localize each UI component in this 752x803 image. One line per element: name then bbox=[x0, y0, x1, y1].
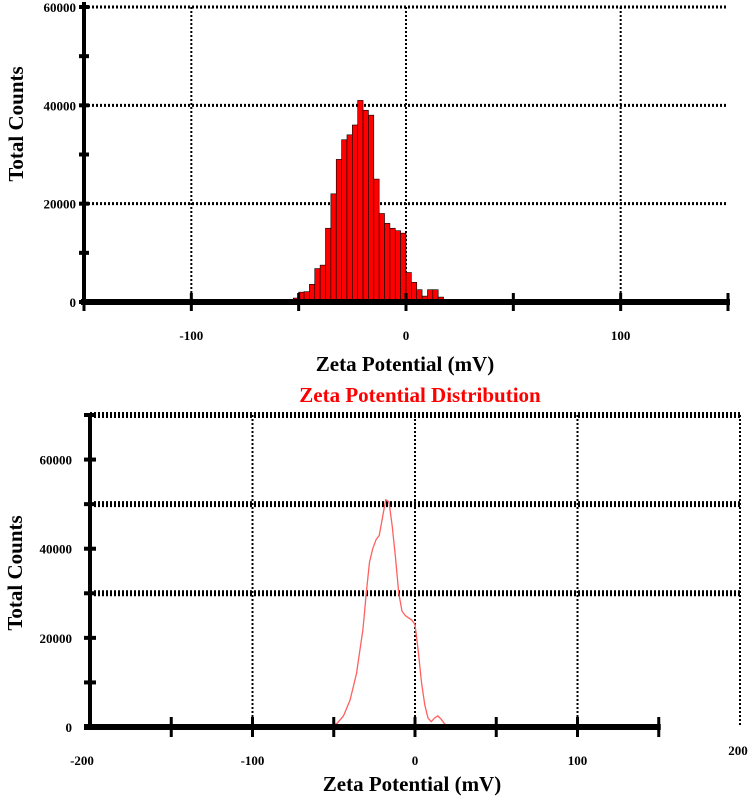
y-axis-label: Total Counts bbox=[3, 515, 27, 630]
y-tick-label: 40000 bbox=[40, 542, 73, 557]
y-tick-label: 60000 bbox=[44, 0, 77, 15]
zeta-distribution-line bbox=[171, 498, 659, 728]
x-tick-label: 100 bbox=[611, 328, 631, 343]
y-tick-label: 20000 bbox=[44, 197, 77, 212]
histogram-chart: 0 20000 40000 60000 -100 0 100 Zeta Potential (… bbox=[4, 0, 730, 376]
x-tick-label: -100 bbox=[241, 753, 265, 768]
x-tick-label: 0 bbox=[412, 753, 419, 768]
y-tick-label: 0 bbox=[70, 295, 77, 310]
x-tick-label: -100 bbox=[179, 328, 203, 343]
y-tick-label: 0 bbox=[66, 720, 73, 735]
x-tick-label: 100 bbox=[568, 753, 588, 768]
y-tick-label: 60000 bbox=[40, 453, 73, 468]
chart-title: Zeta Potential Distribution bbox=[299, 383, 541, 407]
x-axis-label: Zeta Potential (mV) bbox=[316, 352, 494, 376]
x-axis-label: Zeta Potential (mV) bbox=[323, 772, 501, 796]
y-tick-label: 40000 bbox=[44, 98, 77, 113]
x-tick-label: 200 bbox=[728, 743, 748, 758]
y-tick-label: 20000 bbox=[40, 631, 73, 646]
x-tick-label: 0 bbox=[403, 328, 410, 343]
x-tick-label: -200 bbox=[70, 753, 94, 768]
y-axis-label: Total Counts bbox=[4, 66, 28, 181]
